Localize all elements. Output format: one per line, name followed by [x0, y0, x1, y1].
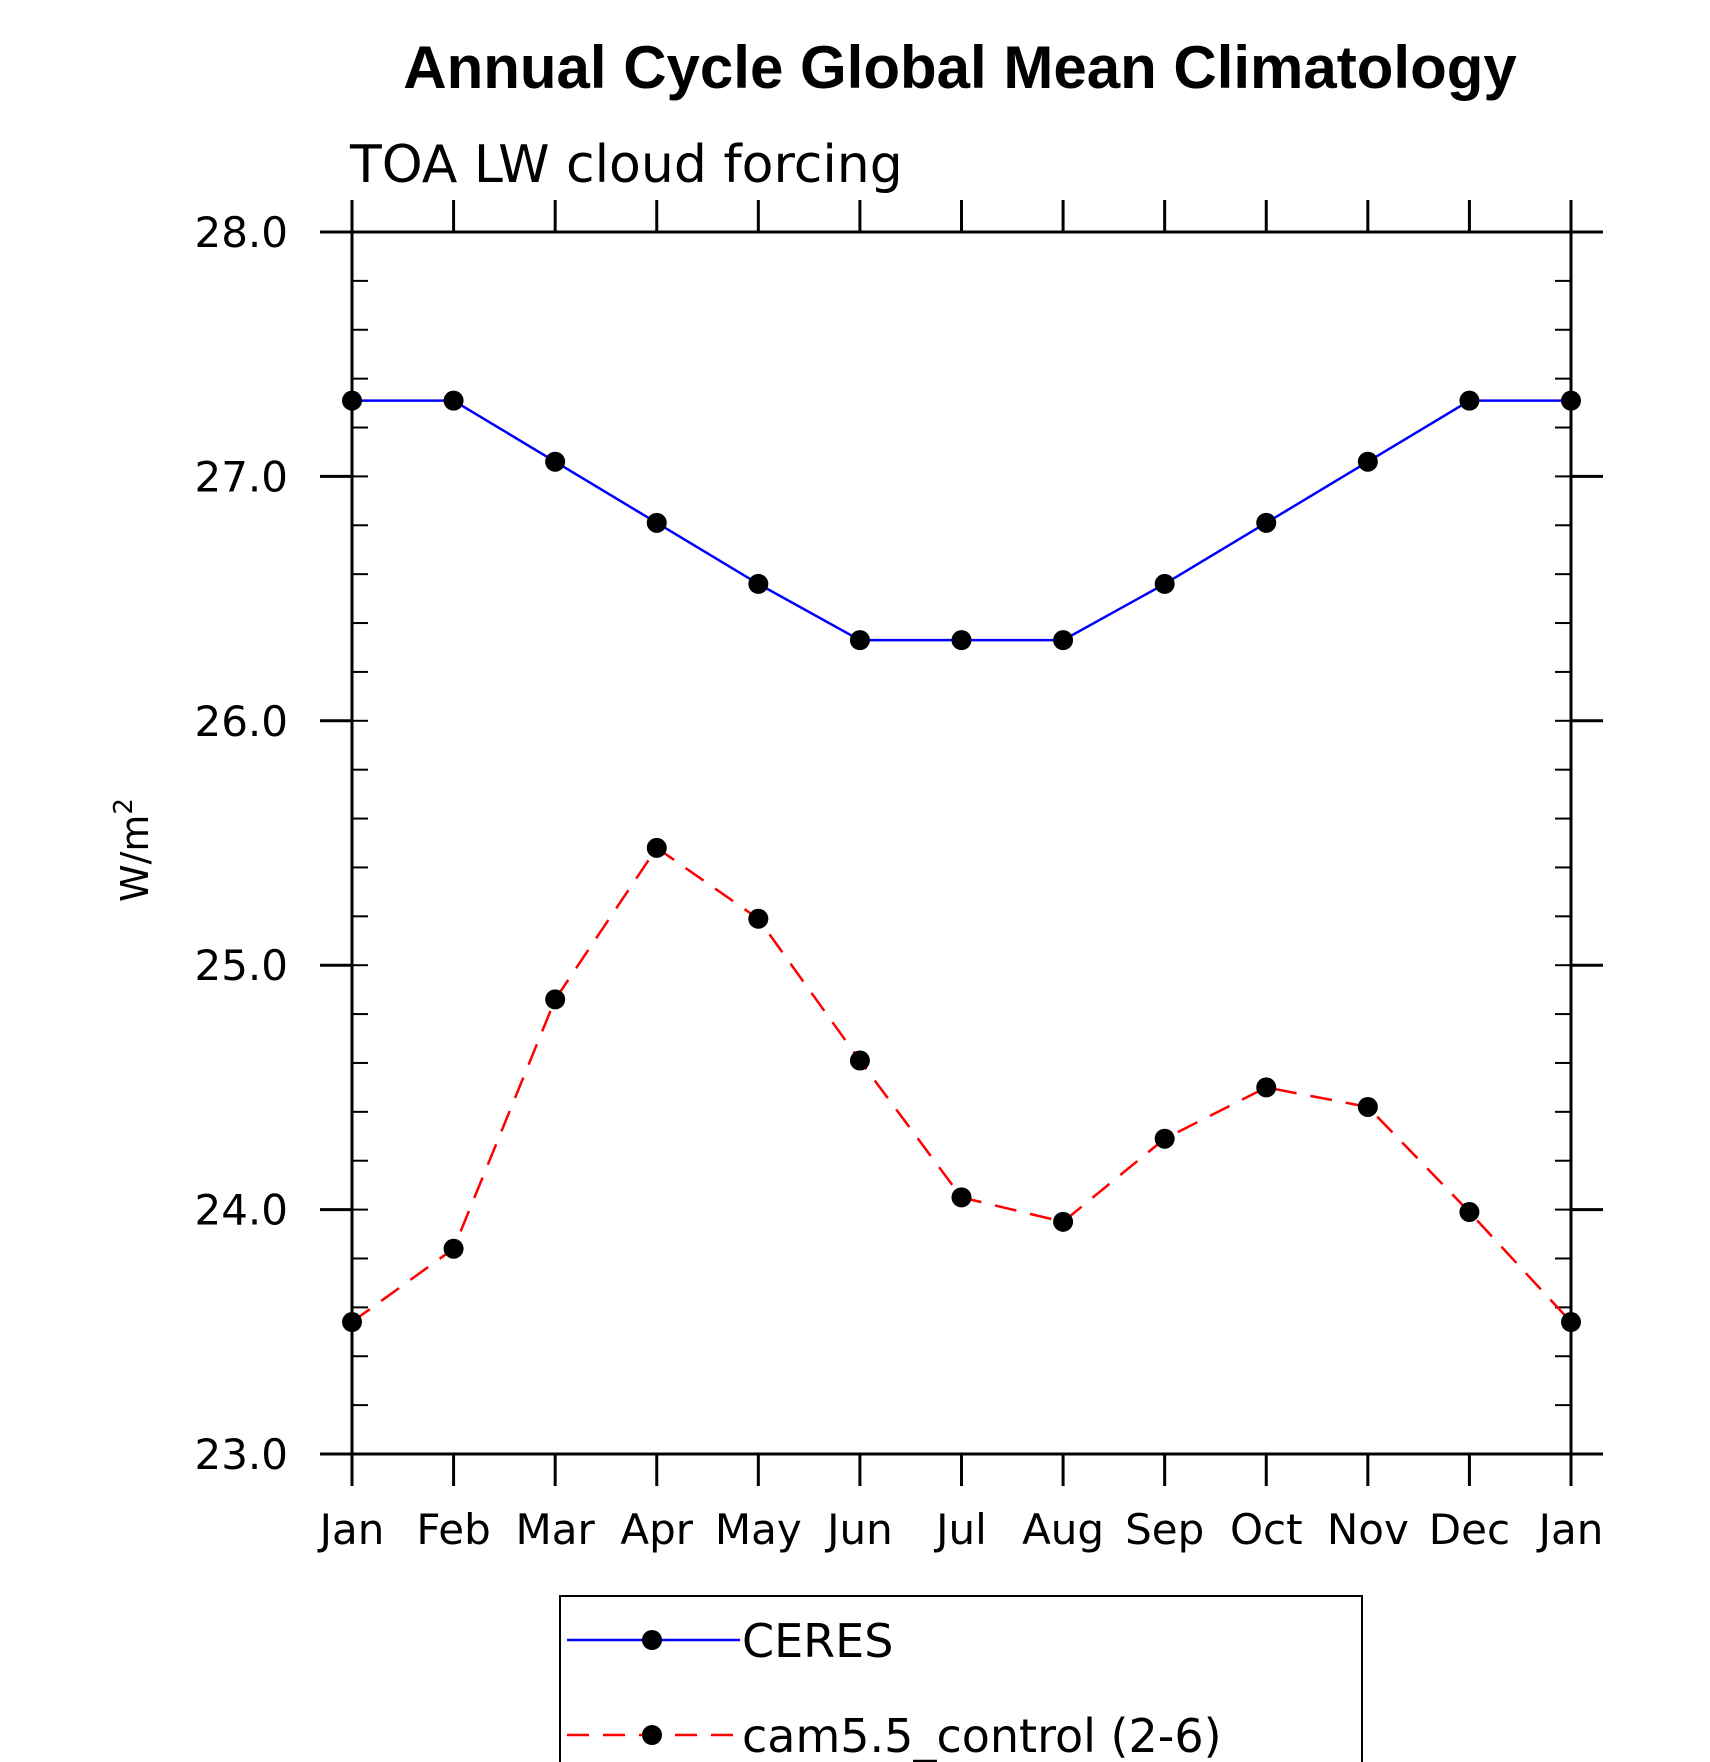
data-point	[1561, 390, 1581, 411]
x-tick-label: May	[715, 1505, 802, 1554]
y-tick-label: 26.0	[194, 697, 288, 746]
data-point	[545, 451, 566, 472]
legend-entries: CERES cam5.5_control (2-6)	[567, 1614, 1222, 1762]
x-tick-label: Jan	[1536, 1505, 1604, 1554]
x-tick-label: Jul	[933, 1505, 987, 1554]
data-point	[1053, 1211, 1074, 1232]
major-ticks	[320, 200, 1603, 1486]
y-axis-label-base: W/m	[113, 815, 157, 902]
x-tick-label: Dec	[1429, 1505, 1510, 1554]
data-point	[1256, 1077, 1277, 1098]
series-line	[351, 846, 1572, 1324]
series-layer	[342, 390, 1581, 1333]
x-tick-label: Apr	[620, 1505, 693, 1554]
x-tick-label: Aug	[1022, 1505, 1104, 1554]
y-tick-label: 25.0	[194, 941, 288, 990]
chart-title: Annual Cycle Global Mean Climatology	[403, 34, 1517, 101]
data-point	[1357, 451, 1378, 472]
data-point	[443, 1238, 464, 1259]
data-point	[951, 1187, 972, 1208]
plot-frame	[350, 230, 1573, 1456]
data-point	[748, 573, 769, 594]
y-tick-label: 28.0	[194, 208, 288, 257]
data-point	[748, 908, 769, 929]
series-line	[352, 399, 1571, 642]
y-tick-label: 23.0	[194, 1430, 288, 1479]
x-tick-label: Mar	[516, 1505, 596, 1554]
y-axis-label: W/m2	[109, 798, 157, 902]
data-point	[1561, 1312, 1581, 1333]
legend-marker	[642, 1630, 662, 1650]
data-point	[1357, 1096, 1378, 1117]
legend: CERES cam5.5_control (2-6)	[559, 1595, 1363, 1762]
legend-label: CERES	[742, 1614, 893, 1668]
x-tick-label: Feb	[416, 1505, 490, 1554]
data-point	[545, 989, 566, 1010]
minor-ticks	[352, 231, 1571, 1455]
x-tick-label: Jun	[824, 1505, 893, 1554]
y-tick-label: 24.0	[194, 1186, 288, 1235]
x-tick-labels: Jan Feb Mar Apr May Jun Jul Aug Sep Oct Nov Dec Jan	[317, 1505, 1604, 1554]
x-tick-label: Sep	[1125, 1505, 1204, 1554]
data-point	[951, 630, 972, 651]
data-point	[849, 630, 870, 651]
data-point	[342, 1312, 362, 1333]
data-point	[342, 390, 362, 411]
data-point	[1459, 1202, 1480, 1223]
chart-subtitle: TOA LW cloud forcing	[349, 135, 903, 195]
data-point	[1053, 630, 1074, 651]
data-point	[646, 837, 667, 858]
y-tick-labels: 23.0 24.0 25.0 26.0 27.0 28.0	[194, 208, 288, 1479]
data-point	[1256, 512, 1277, 533]
y-tick-label: 27.0	[194, 452, 288, 501]
data-point	[1154, 573, 1175, 594]
legend-label: cam5.5_control (2-6)	[742, 1709, 1222, 1762]
data-point	[1459, 390, 1480, 411]
data-point	[646, 512, 667, 533]
x-tick-label: Jan	[317, 1505, 385, 1554]
data-point	[849, 1050, 870, 1071]
x-tick-label: Oct	[1230, 1505, 1303, 1554]
data-point	[443, 390, 464, 411]
x-tick-label: Nov	[1327, 1505, 1409, 1554]
y-axis-label-superscript: 2	[109, 798, 139, 815]
legend-marker	[642, 1725, 662, 1745]
data-point	[1154, 1128, 1175, 1149]
